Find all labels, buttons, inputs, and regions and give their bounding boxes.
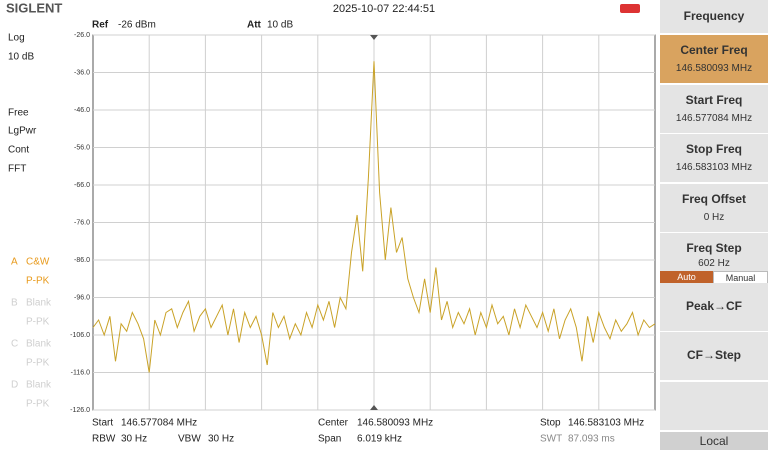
menu-item[interactable]: CF→Step xyxy=(660,332,768,380)
y-tick-label: -116.0 xyxy=(71,369,90,376)
ref-label: Ref xyxy=(92,20,109,31)
step-toggle: Auto Manual xyxy=(660,271,768,285)
span-label: Span xyxy=(318,434,341,445)
start-label: Start xyxy=(92,418,113,429)
trace xyxy=(92,61,656,373)
scale-div: 10 dB xyxy=(8,52,34,63)
menu-title: Frequency xyxy=(660,0,768,33)
datetime: 2025-10-07 22:44:51 xyxy=(333,3,435,15)
att-label: Att xyxy=(247,20,262,31)
trace-letter: A xyxy=(11,257,18,268)
rbw-label: RBW xyxy=(92,434,116,445)
menu-title-text: Frequency xyxy=(683,9,745,23)
att-value: 10 dB xyxy=(267,20,293,31)
mode: FFT xyxy=(8,164,26,175)
y-tick-label: -26.0 xyxy=(74,32,90,39)
y-tick-label: -76.0 xyxy=(74,219,90,226)
menu-item[interactable]: Freq Offset 0 Hz xyxy=(660,183,768,232)
menu-item-label: Center Freq xyxy=(680,43,748,57)
trace-mode: Blank xyxy=(26,339,52,350)
menu-empty xyxy=(660,382,768,430)
marker-top xyxy=(370,35,378,40)
step-mode[interactable]: Auto xyxy=(660,271,713,285)
menu-item-label: Freq Step xyxy=(686,241,742,255)
vbw: 30 Hz xyxy=(208,434,234,445)
menu-item-label: Freq Offset xyxy=(681,191,746,206)
menu-item-value: 602 Hz xyxy=(698,258,730,269)
center-label: Center xyxy=(318,418,349,429)
menu-item[interactable]: Center Freq 146.580093 MHz xyxy=(660,35,768,83)
y-tick-label: -56.0 xyxy=(74,144,90,151)
menu-item[interactable]: Freq Step 602 Hz Auto Manual xyxy=(660,233,768,285)
menu-item-label: Start Freq xyxy=(685,92,743,107)
swt: 87.093 ms xyxy=(568,434,615,445)
scale: Log xyxy=(8,33,25,44)
battery-icon xyxy=(620,4,640,13)
menu-item-label: Stop Freq xyxy=(686,142,742,156)
trace-letter: C xyxy=(11,339,18,350)
trace-mode: C&W xyxy=(26,257,50,268)
menu-item-value: 146.583103 MHz xyxy=(675,162,753,173)
trace-letter: D xyxy=(11,380,18,391)
vbw-label: VBW xyxy=(178,434,201,445)
menu-item-value: 146.577084 MHz xyxy=(675,112,753,124)
trace-detector: P-PK xyxy=(26,276,50,287)
trace-detector: P-PK xyxy=(26,399,50,410)
span: 6.019 kHz xyxy=(357,434,402,445)
rbw: 30 Hz xyxy=(121,434,147,445)
menu-item[interactable]: Start Freq 146.577084 MHz xyxy=(660,84,768,133)
detector: LgPwr xyxy=(8,126,37,137)
center: 146.580093 MHz xyxy=(357,418,433,429)
trace-mode: Blank xyxy=(26,380,52,391)
marker-bottom xyxy=(370,405,378,410)
trace-mode: Blank xyxy=(26,298,52,309)
brand: SIGLENT xyxy=(6,0,62,15)
y-tick-label: -36.0 xyxy=(74,69,90,76)
menu-footer[interactable]: Local xyxy=(660,432,768,450)
swt-label: SWT xyxy=(540,434,562,445)
y-tick-label: -66.0 xyxy=(74,182,90,189)
y-tick-label: -86.0 xyxy=(74,257,90,264)
y-tick-label: -126.0 xyxy=(70,407,90,414)
sweep: Cont xyxy=(8,145,29,156)
menu-item-label: CF→Step xyxy=(687,348,741,362)
menu-item-label: Peak→CF xyxy=(685,298,743,313)
stop: 146.583103 MHz xyxy=(568,418,644,429)
y-tick-label: -96.0 xyxy=(74,294,90,301)
trigger: Free xyxy=(8,108,29,119)
menu-item-value: 146.580093 MHz xyxy=(675,63,753,74)
trace-detector: P-PK xyxy=(26,358,50,369)
trace-letter: B xyxy=(11,298,18,309)
menu-item[interactable]: Stop Freq 146.583103 MHz xyxy=(660,134,768,182)
y-tick-label: -106.0 xyxy=(70,332,90,339)
stop-label: Stop xyxy=(540,418,561,429)
start: 146.577084 MHz xyxy=(121,418,197,429)
menu-item-value: 0 Hz xyxy=(703,211,725,223)
ref-value: -26 dBm xyxy=(118,20,156,31)
y-tick-label: -46.0 xyxy=(74,107,90,114)
menu-item[interactable]: Peak→CF xyxy=(660,282,768,331)
trace-detector: P-PK xyxy=(26,317,50,328)
